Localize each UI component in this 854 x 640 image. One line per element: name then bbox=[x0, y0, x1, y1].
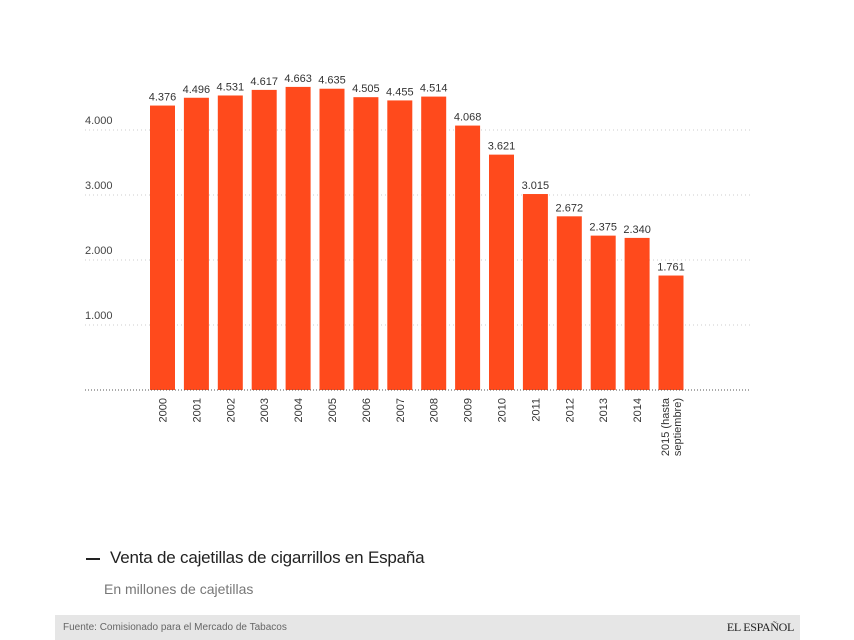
el-espanol-logo: EL ESPAÑOL bbox=[726, 620, 794, 634]
bar-chart: 1.000 2.000 3.000 4.000 4.376 2000 4.496 2001 4.… bbox=[85, 73, 750, 456]
x-tick-label: 2015 (hastaseptiembre) bbox=[660, 397, 684, 456]
x-tick-label: 2001 bbox=[191, 398, 203, 422]
chart-subtitle: En millones de cajetillas bbox=[104, 581, 254, 597]
bar bbox=[150, 105, 175, 390]
bar bbox=[183, 97, 209, 390]
data-label: 2.672 bbox=[556, 202, 584, 214]
y-tick-label: 1.000 bbox=[85, 310, 113, 322]
data-label: 4.514 bbox=[420, 83, 448, 95]
bar bbox=[658, 275, 684, 390]
legend-dash-icon bbox=[86, 557, 100, 560]
bar bbox=[556, 216, 582, 390]
chart-title: Venta de cajetillas de cigarrillos en Es… bbox=[86, 548, 425, 568]
x-tick-label: 2013 bbox=[598, 398, 610, 422]
y-tick-label: 4.000 bbox=[85, 115, 113, 127]
data-label: 2.340 bbox=[623, 224, 651, 236]
data-label: 4.496 bbox=[183, 84, 211, 96]
x-tick-label: 2010 bbox=[497, 398, 509, 422]
data-label: 4.531 bbox=[217, 81, 245, 93]
bar bbox=[522, 194, 548, 390]
chart-title-text: Venta de cajetillas de cigarrillos en Es… bbox=[110, 548, 425, 567]
bar bbox=[489, 154, 514, 390]
bar bbox=[387, 100, 413, 391]
x-tick-label: 2007 bbox=[395, 398, 407, 422]
data-label: 2.375 bbox=[589, 222, 617, 234]
data-label: 4.376 bbox=[149, 92, 177, 104]
bar bbox=[421, 96, 447, 390]
data-label: 1.761 bbox=[657, 262, 685, 274]
x-tick-label: 2011 bbox=[530, 398, 542, 422]
bar bbox=[285, 86, 311, 390]
x-tick-label: 2005 bbox=[327, 398, 339, 422]
data-label: 4.663 bbox=[284, 73, 312, 85]
y-tick-label: 2.000 bbox=[85, 245, 113, 257]
data-label: 4.068 bbox=[454, 112, 482, 124]
x-tick-label: 2006 bbox=[361, 398, 373, 422]
data-label: 4.455 bbox=[386, 86, 414, 98]
x-tick-label: 2000 bbox=[158, 398, 170, 422]
x-tick-label: 2002 bbox=[225, 398, 237, 422]
x-tick-label: 2008 bbox=[429, 398, 441, 422]
x-tick-label: 2014 bbox=[632, 398, 644, 422]
bar bbox=[590, 235, 616, 390]
bar bbox=[455, 125, 481, 390]
x-tick-label: 2012 bbox=[564, 398, 576, 422]
bar bbox=[319, 88, 345, 390]
bar bbox=[217, 95, 243, 391]
footer: Fuente: Comisionado para el Mercado de T… bbox=[55, 615, 800, 640]
source-text: Fuente: Comisionado para el Mercado de T… bbox=[63, 622, 287, 633]
x-tick-label: 2009 bbox=[463, 398, 475, 422]
data-label: 3.621 bbox=[488, 141, 516, 153]
data-label: 3.015 bbox=[522, 180, 550, 192]
x-tick-label: 2003 bbox=[259, 398, 271, 422]
data-label: 4.505 bbox=[352, 83, 380, 95]
data-label: 4.635 bbox=[318, 75, 346, 87]
bar bbox=[624, 237, 650, 390]
data-label: 4.617 bbox=[250, 76, 278, 88]
bar bbox=[251, 89, 277, 391]
x-tick-label: 2004 bbox=[293, 398, 305, 422]
bar bbox=[353, 97, 379, 391]
y-tick-label: 3.000 bbox=[85, 180, 113, 192]
